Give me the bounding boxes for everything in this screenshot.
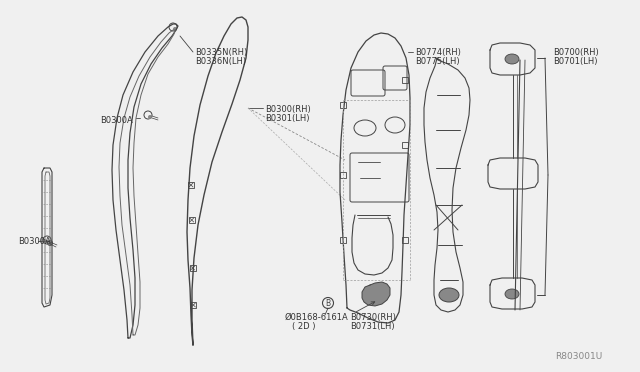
Text: B0775(LH): B0775(LH) [415,57,460,66]
Bar [188,182,194,188]
Text: R803001U: R803001U [555,352,602,361]
Bar [191,302,196,308]
Text: B0700(RH): B0700(RH) [553,48,599,57]
Ellipse shape [505,289,519,299]
Text: B0300A: B0300A [100,116,132,125]
Polygon shape [362,282,390,306]
Ellipse shape [505,54,519,64]
Bar [189,217,195,223]
Text: B0300A: B0300A [18,237,51,246]
Text: B0774(RH): B0774(RH) [415,48,461,57]
Text: B0701(LH): B0701(LH) [553,57,598,66]
Ellipse shape [439,288,459,302]
Text: B0731(LH): B0731(LH) [350,322,395,331]
Text: B0335N(RH): B0335N(RH) [195,48,247,57]
Text: B0300(RH): B0300(RH) [265,105,311,114]
Circle shape [47,241,52,246]
Bar [340,102,346,108]
Bar [402,77,408,83]
Circle shape [173,27,177,31]
Text: Ø0B168-6161A: Ø0B168-6161A [285,313,349,322]
Bar [189,265,196,271]
Text: B0730(RH): B0730(RH) [350,313,396,322]
Bar [340,172,346,178]
Bar [402,142,408,148]
Circle shape [148,115,152,119]
Text: B0336N(LH): B0336N(LH) [195,57,246,66]
Bar [402,237,408,243]
Bar [340,237,346,243]
Text: B: B [325,298,331,308]
Text: ( 2D ): ( 2D ) [292,322,316,331]
Text: B0301(LH): B0301(LH) [265,114,310,123]
